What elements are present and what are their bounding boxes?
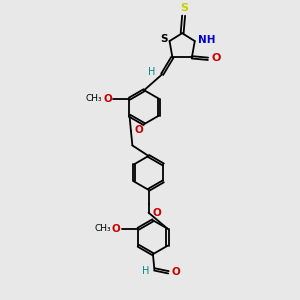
Text: O: O (212, 53, 221, 63)
Text: H: H (148, 67, 156, 77)
Text: CH₃: CH₃ (94, 224, 111, 233)
Text: H: H (142, 266, 149, 276)
Text: O: O (112, 224, 121, 234)
Text: S: S (180, 3, 188, 13)
Text: O: O (172, 267, 181, 277)
Text: NH: NH (198, 34, 216, 45)
Text: S: S (160, 34, 168, 44)
Text: O: O (152, 208, 161, 218)
Text: CH₃: CH₃ (86, 94, 102, 103)
Text: O: O (103, 94, 112, 104)
Text: O: O (135, 125, 143, 135)
